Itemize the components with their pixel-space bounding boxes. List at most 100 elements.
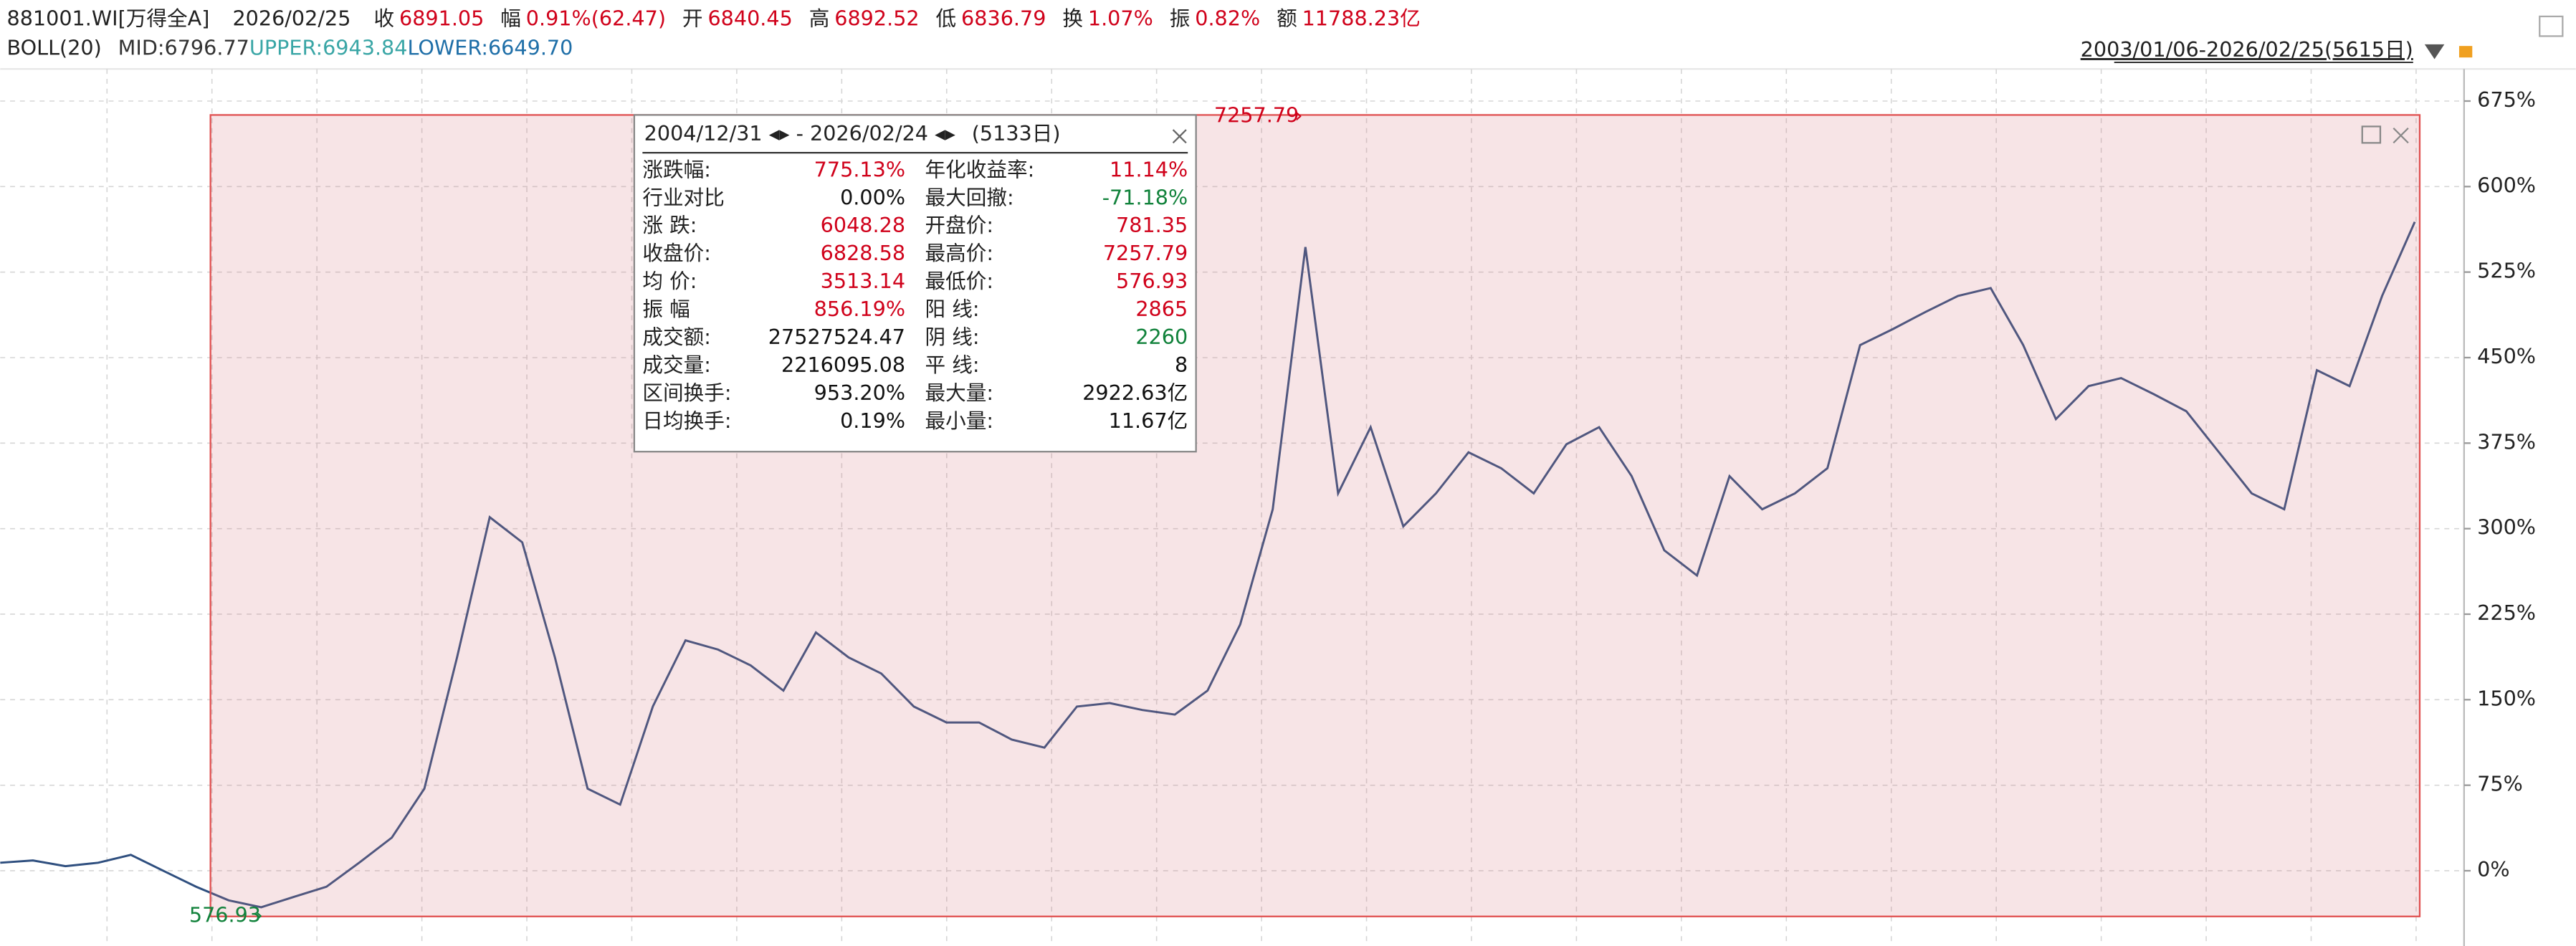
quote-value: 6840.45	[707, 6, 792, 31]
date-end: 2026/02/24	[810, 121, 928, 145]
quote-value: 6891.05	[399, 6, 484, 31]
info-rows: 涨跌幅: 775.13% 年化收益率: 11.14% 行业对比 0.00% 最大回撤: -71…	[642, 157, 1188, 433]
lock-icon[interactable]	[2458, 46, 2473, 58]
y-tick-label: 0%	[2477, 857, 2509, 882]
info-label: 最小量:	[925, 408, 994, 433]
info-label: 年化收益率:	[925, 157, 1035, 181]
min-label: 576.93	[189, 903, 261, 927]
quote-label: 高	[809, 6, 830, 31]
date-start: 2004/12/31	[644, 121, 763, 145]
info-close[interactable]	[1172, 129, 1187, 144]
price-line	[0, 221, 2416, 909]
info-label: 阴 线:	[925, 325, 980, 349]
info-label: 平 线:	[925, 353, 980, 377]
info-value: 2865	[1135, 297, 1188, 321]
close-selection[interactable]	[2393, 127, 2409, 144]
y-tick-label: 300%	[2477, 515, 2536, 540]
y-tick-label: 225%	[2477, 601, 2536, 625]
info-label: 区间换手:	[642, 381, 731, 405]
info-value: 11.67亿	[1109, 408, 1188, 433]
info-label: 成交额:	[642, 325, 711, 349]
quote-value: 11788.23亿	[1302, 6, 1421, 31]
info-value: 576.93	[1116, 269, 1188, 293]
info-value: 0.00%	[840, 185, 905, 209]
info-value: 775.13%	[814, 157, 905, 181]
y-tick-label: 375%	[2477, 429, 2536, 454]
plot: 0% 75% 150% 225% 300% 375% 450% 525% 600% 675%	[0, 87, 2536, 909]
quote-label: 收	[373, 6, 394, 31]
info-value: 781.35	[1116, 213, 1188, 237]
info-value: 0.19%	[840, 408, 905, 433]
quote-value: 0.91%(62.47)	[526, 6, 666, 31]
info-label: 日均换手:	[642, 408, 731, 433]
mid: MID:6796.77	[118, 36, 249, 60]
upper: UPPER:6943.84	[249, 36, 408, 60]
info-box: 2004/12/31 ◂▸ - 2026/02/24 ◂▸ (5133日) 涨跌…	[633, 114, 1197, 453]
maximize-button[interactable]	[2361, 125, 2382, 144]
info-label: 收盘价:	[642, 241, 711, 265]
date: 2026/02/25	[232, 6, 350, 31]
y-tick-label: 675%	[2477, 87, 2536, 112]
quote-header: 881001.WI[万得全A] 2026/02/25 收 6891.05 幅 0.91…	[6, 6, 1420, 31]
indicator: BOLL(20)	[6, 36, 101, 60]
info-value: 8	[1175, 353, 1188, 377]
info-value: 2260	[1135, 325, 1188, 349]
info-value: 2216095.08	[781, 353, 905, 377]
quote-label: 额	[1277, 6, 1297, 31]
info-value: 6048.28	[821, 213, 905, 237]
code: 881001.WI[万得全A]	[6, 6, 209, 31]
info-label: 均 价:	[642, 269, 697, 293]
info-value: 2922.63亿	[1082, 381, 1188, 405]
stepper[interactable]: ◂▸	[928, 121, 962, 145]
y-tick-label: 525%	[2477, 259, 2536, 283]
info-value: 27527524.47	[768, 325, 905, 349]
dropdown-icon[interactable]	[2424, 44, 2445, 59]
y-tick-label: 600%	[2477, 173, 2536, 197]
max-label: 7257.79	[1214, 103, 1299, 128]
info-box-frame	[633, 114, 1197, 453]
info-title: 2004/12/31 ◂▸ - 2026/02/24 ◂▸ (5133日)	[644, 121, 1061, 145]
vertical-grid	[106, 69, 2417, 946]
info-label: 阳 线:	[925, 297, 980, 321]
range-selector[interactable]: 2003/01/06-2026/02/25(5615日)	[2081, 37, 2413, 62]
quote-label: 幅	[500, 6, 521, 31]
info-value: 7257.79	[1103, 241, 1188, 265]
quote-value: 0.82%	[1195, 6, 1260, 31]
y-tick-label: 75%	[2477, 772, 2523, 796]
info-label: 最大回撤:	[925, 185, 1014, 209]
info-value: 3513.14	[821, 269, 905, 293]
info-label: 振 幅	[642, 297, 690, 321]
selection-range[interactable]	[209, 114, 2421, 917]
info-value: 6828.58	[821, 241, 905, 265]
info-label: 最低价:	[925, 269, 994, 293]
info-label: 涨跌幅:	[642, 157, 711, 181]
info-value: 11.14%	[1110, 157, 1188, 181]
wp-icon[interactable]	[2539, 15, 2564, 37]
info-label: 成交量:	[642, 353, 711, 377]
quote-label: 换	[1062, 6, 1083, 31]
boll-header: BOLL(20) MID:6796.77UPPER:6943.84LOWER:6…	[6, 36, 573, 60]
days: (5133日)	[972, 121, 1061, 145]
stepper[interactable]: ◂▸ -	[763, 121, 810, 145]
max-arrow: ›	[1294, 103, 1302, 128]
y-tick-label: 450%	[2477, 344, 2536, 368]
info-label: 最大量:	[925, 381, 994, 405]
quote-label: 低	[936, 6, 957, 31]
info-label: 行业对比	[642, 185, 725, 209]
info-value: -71.18%	[1102, 185, 1188, 209]
quote-value: 1.07%	[1088, 6, 1153, 31]
info-label: 最高价:	[925, 241, 994, 265]
quote-value: 6892.52	[834, 6, 919, 31]
info-label: 开盘价:	[925, 213, 994, 237]
y-tick-label: 150%	[2477, 686, 2536, 710]
info-value: 856.19%	[814, 297, 905, 321]
quote-label: 振	[1170, 6, 1191, 31]
quote-value: 6836.79	[961, 6, 1046, 31]
info-label: 涨 跌:	[642, 213, 697, 237]
quote-label: 开	[682, 6, 703, 31]
min-arrow: ›	[255, 903, 263, 927]
lower: LOWER:6649.70	[407, 36, 573, 60]
info-value: 953.20%	[814, 381, 905, 405]
